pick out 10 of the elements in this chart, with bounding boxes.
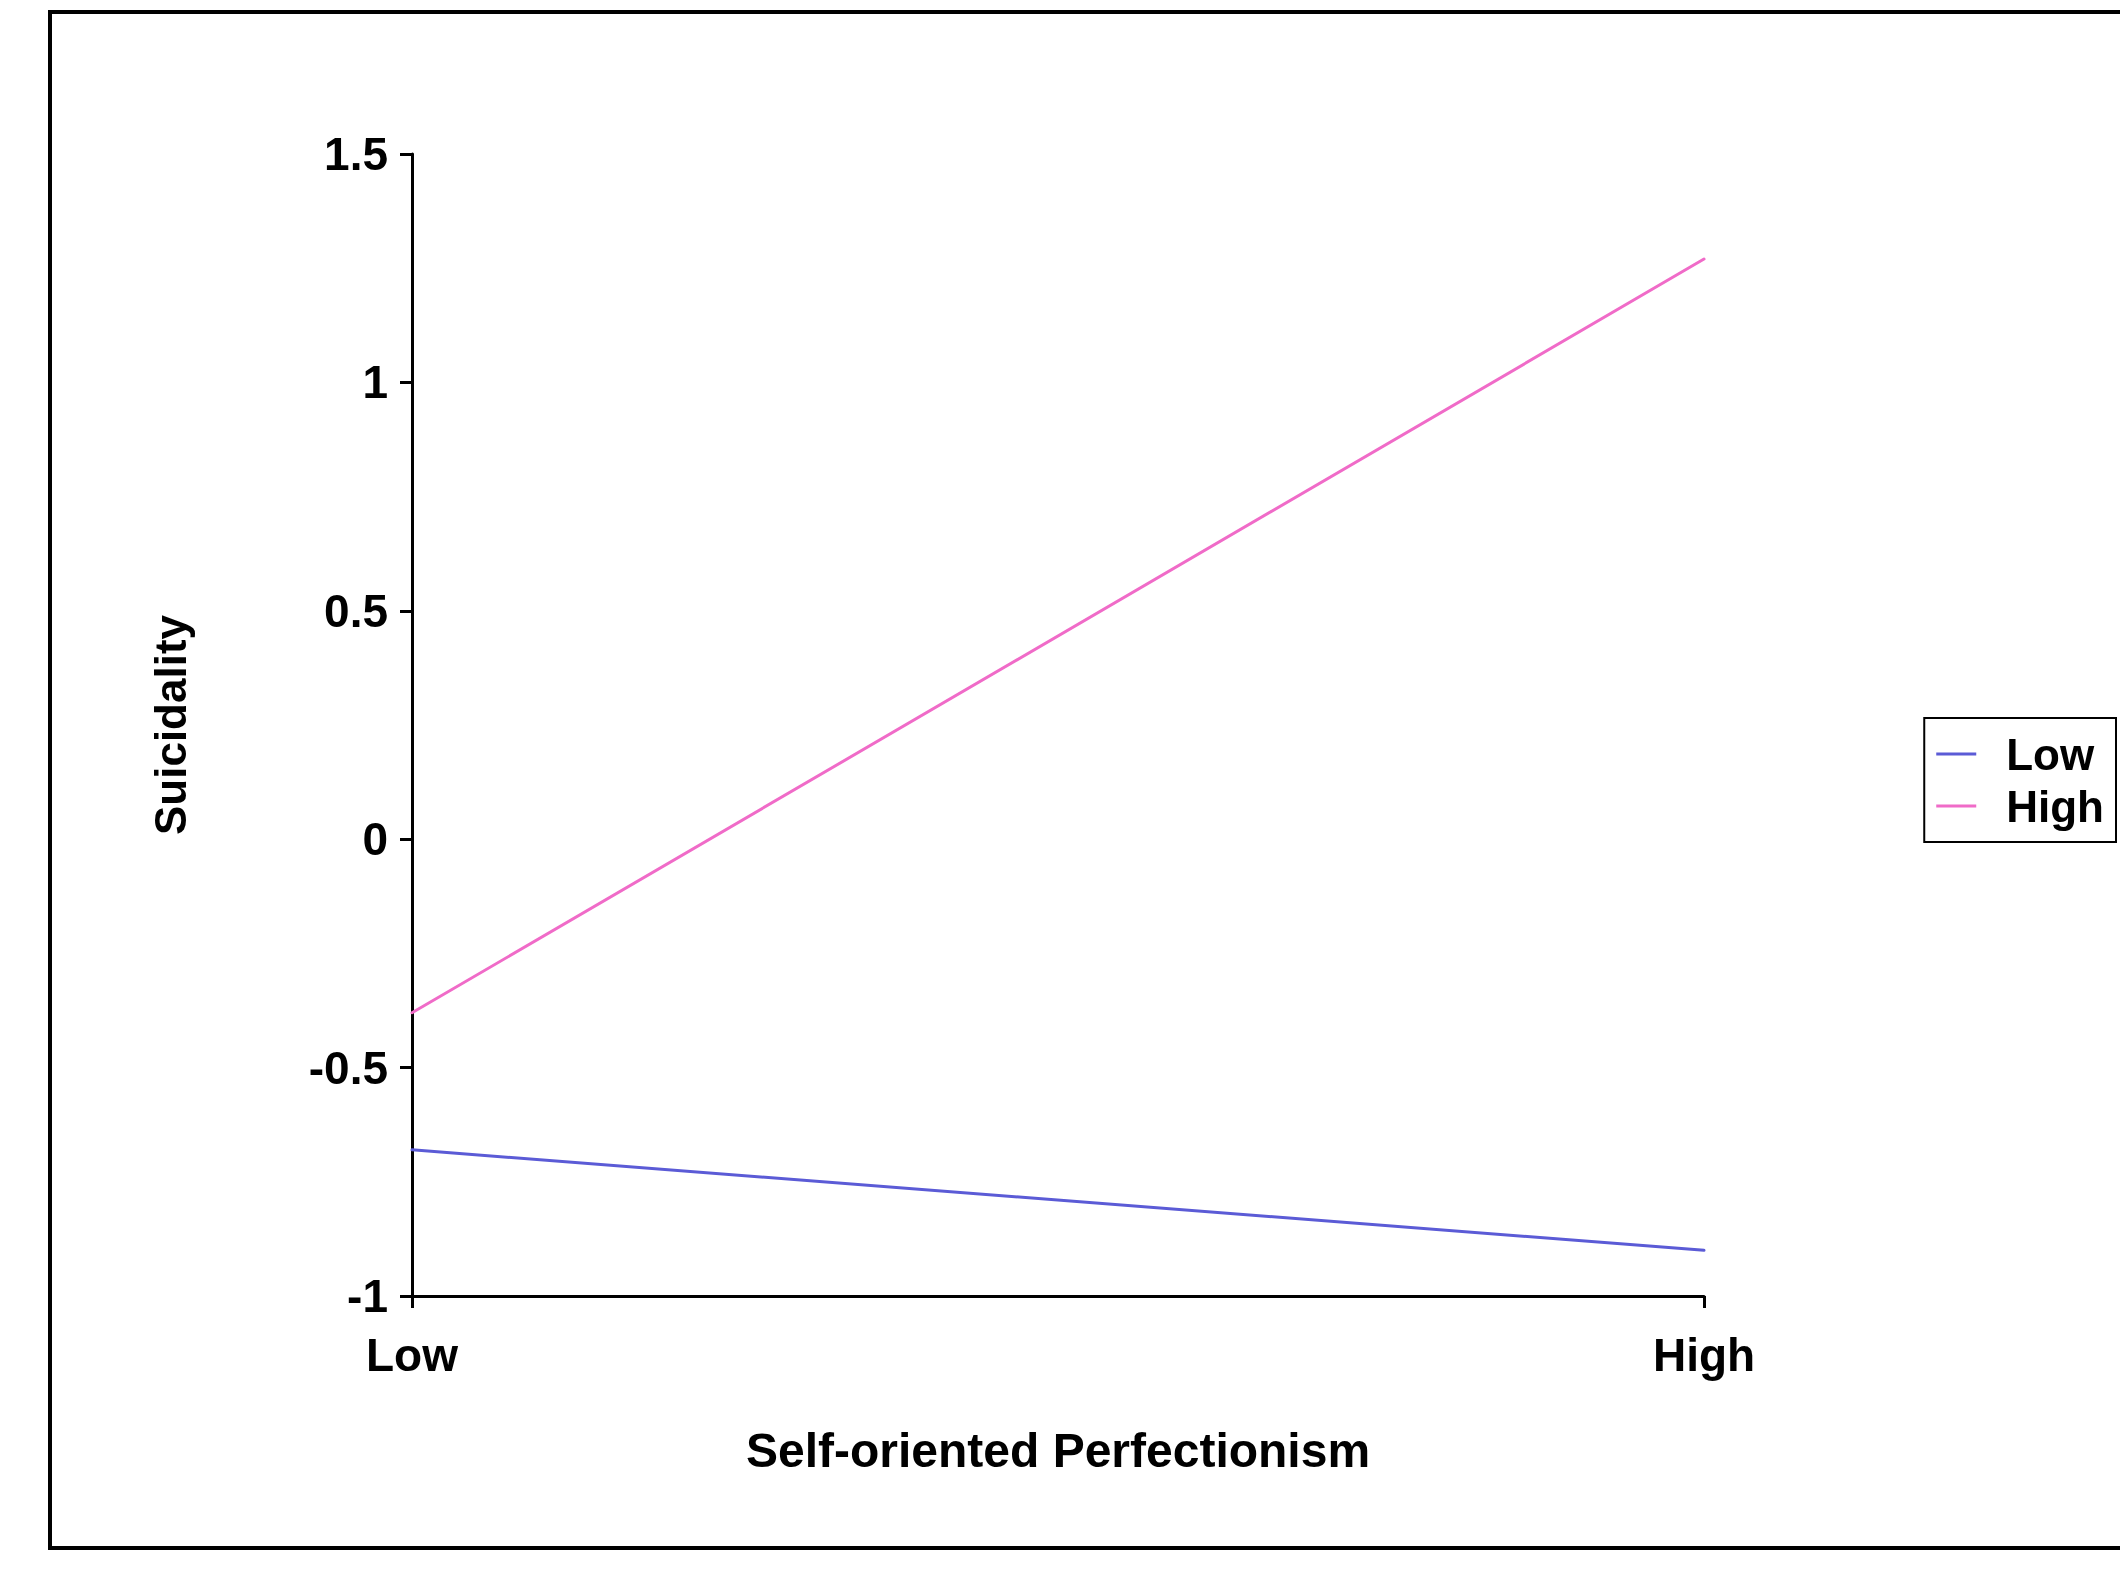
y-tick-label: -1 bbox=[347, 1270, 388, 1322]
y-axis-title: Suicidality bbox=[145, 614, 195, 836]
y-tick-label: 0 bbox=[362, 813, 388, 866]
y-tick-label: 1 bbox=[362, 356, 388, 409]
y-tick-label: 0.5 bbox=[324, 584, 388, 637]
legend-label: Low bbox=[2006, 729, 2095, 779]
x-axis-title: Self-oriented Perfectionism bbox=[745, 1423, 1371, 1477]
y-tick-label: 1.5 bbox=[324, 128, 388, 180]
legend-label: High bbox=[2006, 781, 2105, 831]
y-tick-label: -0.5 bbox=[308, 1041, 388, 1094]
